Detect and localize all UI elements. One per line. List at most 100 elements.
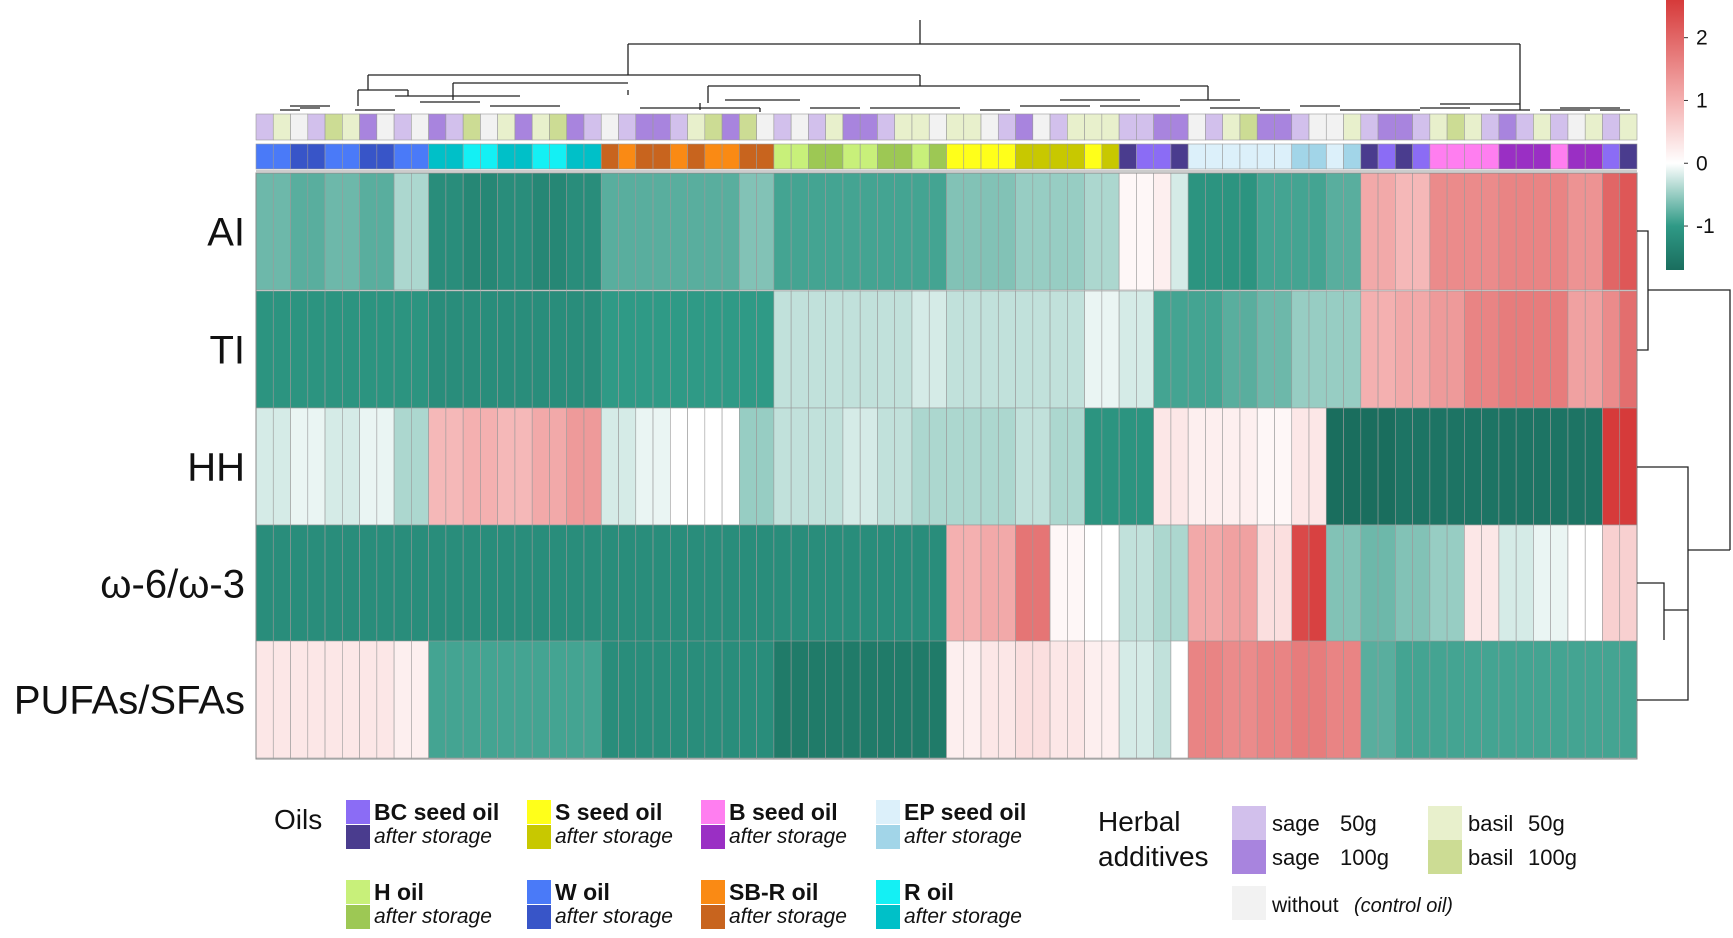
heatmap-cell bbox=[1360, 172, 1379, 291]
herb-cell bbox=[1464, 113, 1482, 141]
oil-cell bbox=[1464, 143, 1482, 170]
heatmap-cell bbox=[531, 172, 550, 291]
heatmap-cell bbox=[1067, 290, 1085, 409]
heatmap-cell bbox=[1550, 172, 1569, 291]
oil-cell bbox=[894, 143, 913, 170]
heatmap-cell bbox=[1067, 640, 1085, 759]
heatmap-cell bbox=[946, 640, 965, 759]
oil-cell bbox=[618, 143, 637, 170]
heatmap-cell bbox=[635, 640, 654, 759]
herb-cell bbox=[911, 113, 930, 141]
heatmap-cell bbox=[1308, 172, 1327, 291]
heatmap-cell bbox=[1067, 524, 1085, 643]
herb-cell bbox=[1446, 113, 1465, 141]
oil-cell bbox=[497, 143, 516, 170]
legend-oil-fresh-swatch bbox=[701, 880, 725, 904]
heatmap-cell bbox=[773, 172, 792, 291]
herb-cell bbox=[600, 113, 619, 141]
heatmap-cell bbox=[704, 290, 723, 409]
oil-cell bbox=[428, 143, 447, 170]
heatmap-cell bbox=[790, 290, 809, 409]
herb-cell bbox=[1550, 113, 1569, 141]
heatmap-cell bbox=[1308, 524, 1327, 643]
legend-oil-label: S seed oil bbox=[555, 799, 662, 825]
heatmap-cell bbox=[324, 524, 343, 643]
heatmap-cell bbox=[566, 290, 585, 409]
heatmap-cell bbox=[1429, 640, 1448, 759]
heatmap-cell bbox=[342, 524, 360, 643]
heatmap-cell bbox=[462, 640, 481, 759]
herb-cell bbox=[721, 113, 740, 141]
herb-cell bbox=[652, 113, 671, 141]
legend-oil-after-label: after storage bbox=[729, 825, 847, 848]
heatmap-cell bbox=[963, 407, 982, 526]
heatmap-cell bbox=[290, 290, 309, 409]
heatmap-cell bbox=[1136, 640, 1154, 759]
row-label-hh: HH bbox=[187, 446, 245, 490]
herb-cell bbox=[1153, 113, 1172, 141]
oil-cell bbox=[1153, 143, 1172, 170]
oil-cell bbox=[773, 143, 792, 170]
legend-oil-after-label: after storage bbox=[374, 905, 492, 928]
herb-cell bbox=[497, 113, 516, 141]
heatmap-cell bbox=[1015, 524, 1034, 643]
herb-cell bbox=[618, 113, 637, 141]
heatmap-cell bbox=[1049, 640, 1068, 759]
herb-cell bbox=[1205, 113, 1223, 141]
heatmap-cell bbox=[600, 524, 619, 643]
heatmap-cell bbox=[1412, 524, 1431, 643]
heatmap-cell bbox=[1515, 407, 1534, 526]
heatmap-cell bbox=[1602, 640, 1621, 759]
herb-cell bbox=[1118, 113, 1137, 141]
heatmap-cell bbox=[255, 640, 274, 759]
heatmap-cell bbox=[1205, 172, 1223, 291]
heatmap-cell bbox=[1464, 407, 1482, 526]
heatmap-cell bbox=[324, 290, 343, 409]
heatmap-cell bbox=[1377, 407, 1396, 526]
heatmap-cell bbox=[687, 407, 706, 526]
row-label-pufa-sfa: PUFAs/SFAs bbox=[14, 679, 245, 723]
heatmap-cell bbox=[1067, 407, 1085, 526]
heatmap-cell bbox=[894, 524, 913, 643]
heatmap-cell bbox=[859, 407, 878, 526]
legend-oil-label: R oil bbox=[904, 879, 954, 905]
color-scale-gradient bbox=[1666, 0, 1684, 270]
legend-oil-after-label: after storage bbox=[904, 825, 1022, 848]
heatmap-cell bbox=[842, 640, 861, 759]
heatmap-cell bbox=[359, 290, 378, 409]
heatmap-cell bbox=[1446, 640, 1465, 759]
oil-cell bbox=[1481, 143, 1500, 170]
oil-cell bbox=[462, 143, 481, 170]
herb-cell bbox=[1395, 113, 1413, 141]
herb-cell bbox=[1567, 113, 1586, 141]
heatmap-cell bbox=[307, 290, 326, 409]
heatmap-cell bbox=[652, 407, 671, 526]
oil-cell bbox=[531, 143, 550, 170]
heatmap-cell bbox=[428, 407, 447, 526]
row-dendrogram-branch bbox=[1637, 582, 1665, 640]
oil-cell bbox=[635, 143, 654, 170]
legend-herb-dose: 100g bbox=[1340, 845, 1389, 870]
oil-cell bbox=[1429, 143, 1448, 170]
heatmap-cell bbox=[1239, 524, 1258, 643]
heatmap-cell bbox=[1325, 172, 1344, 291]
herb-cell bbox=[808, 113, 826, 141]
herb-cell bbox=[1222, 113, 1241, 141]
heatmap-cell bbox=[1153, 172, 1172, 291]
herb-cell bbox=[1325, 113, 1344, 141]
heatmap-cell bbox=[272, 524, 291, 643]
heatmap-cell bbox=[514, 524, 533, 643]
heatmap-cell bbox=[1153, 640, 1172, 759]
heatmap-cell bbox=[1049, 172, 1068, 291]
heatmap-cell bbox=[1136, 407, 1154, 526]
legend-oil-fresh-swatch bbox=[346, 880, 370, 904]
heatmap-cell bbox=[1446, 290, 1465, 409]
herb-cell bbox=[1602, 113, 1621, 141]
herb-cell bbox=[1032, 113, 1051, 141]
legend-herb-swatch bbox=[1428, 840, 1462, 874]
legend-oil-fresh-swatch bbox=[701, 800, 725, 824]
heatmap-cell bbox=[1291, 407, 1310, 526]
heatmap-cell bbox=[1032, 524, 1051, 643]
heatmap-cell bbox=[411, 407, 429, 526]
